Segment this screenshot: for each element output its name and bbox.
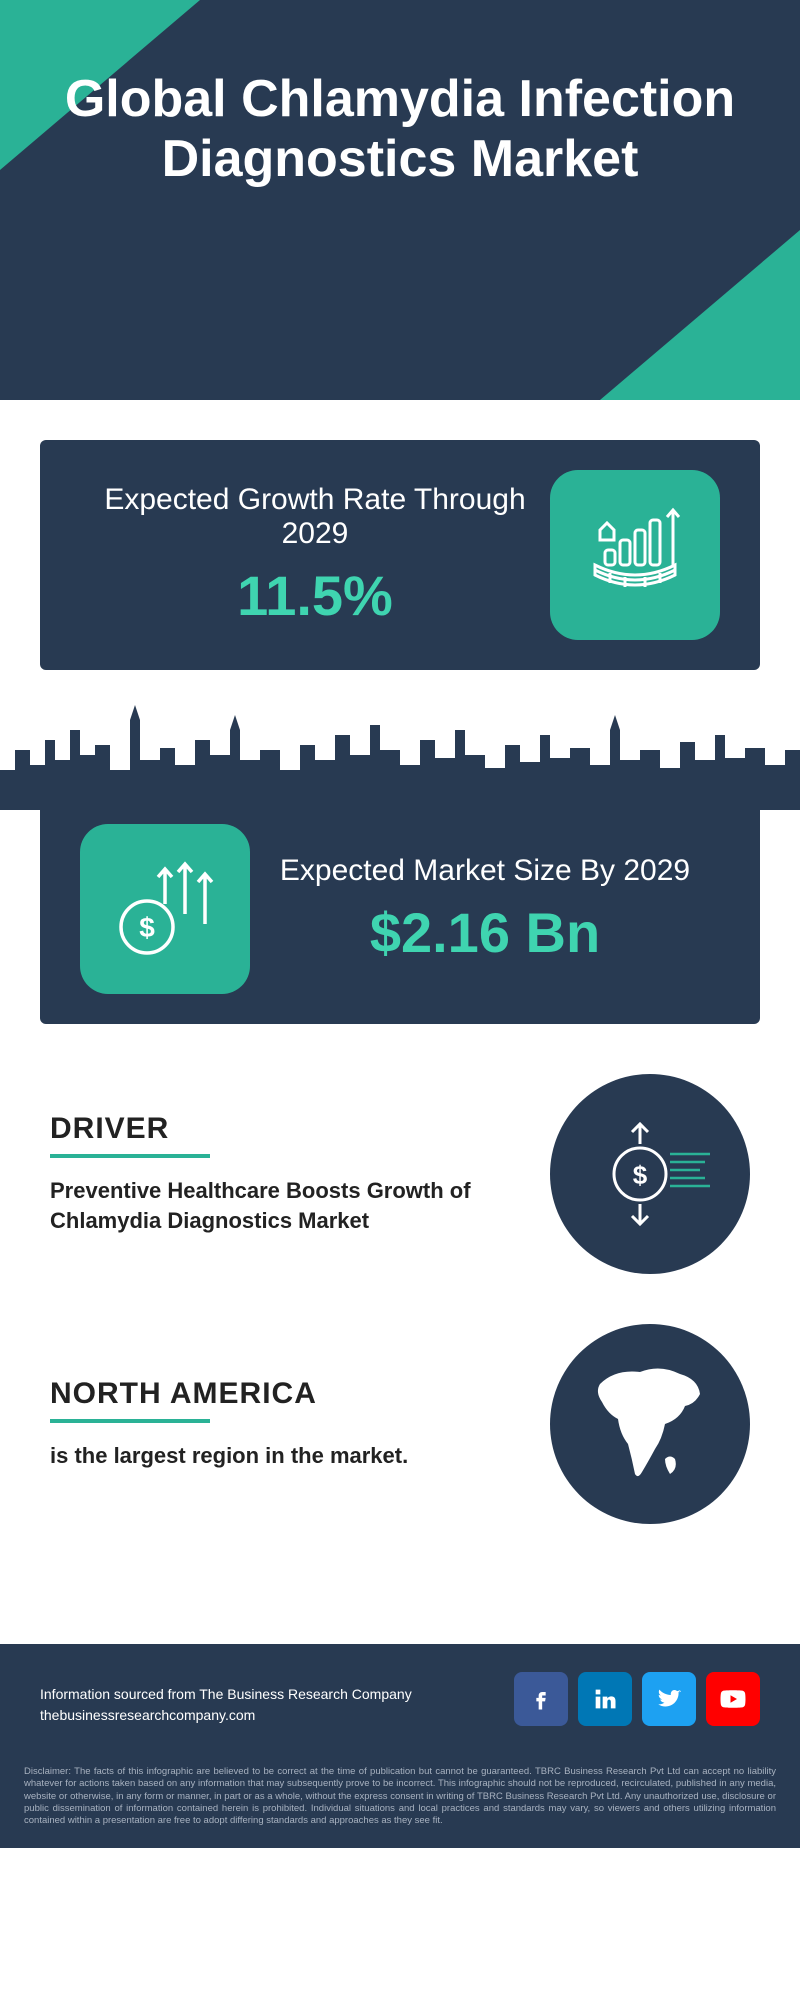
driver-text: Preventive Healthcare Boosts Growth of C…: [50, 1176, 520, 1235]
driver-section: DRIVER Preventive Healthcare Boosts Grow…: [50, 1074, 750, 1274]
growth-rate-band: Expected Growth Rate Through 2029 11.5%: [40, 440, 760, 670]
svg-text:$: $: [139, 912, 155, 943]
driver-icon: $: [550, 1074, 750, 1274]
region-rule: [50, 1419, 210, 1423]
footer-url: thebusinessresearchcompany.com: [40, 1705, 412, 1726]
hero-banner: Global Chlamydia Infection Diagnostics M…: [0, 0, 800, 400]
footer-source: Information sourced from The Business Re…: [40, 1684, 412, 1705]
region-icon: [550, 1324, 750, 1524]
growth-icon: [550, 470, 720, 640]
market-size-band: $ Expected Market Size By 2029 $2.16 Bn: [40, 794, 760, 1024]
growth-value: 11.5%: [80, 563, 550, 628]
market-size-value: $2.16 Bn: [250, 900, 720, 965]
region-text: is the largest region in the market.: [50, 1441, 520, 1471]
region-heading: NORTH AMERICA: [50, 1377, 520, 1411]
market-size-label: Expected Market Size By 2029: [250, 854, 720, 888]
linkedin-icon[interactable]: [578, 1672, 632, 1726]
youtube-icon[interactable]: [706, 1672, 760, 1726]
region-section: NORTH AMERICA is the largest region in t…: [50, 1324, 750, 1524]
svg-text:$: $: [633, 1160, 648, 1190]
page-title: Global Chlamydia Infection Diagnostics M…: [0, 0, 800, 190]
disclaimer-text: Disclaimer: The facts of this infographi…: [0, 1754, 800, 1848]
social-icons: [514, 1672, 760, 1726]
driver-rule: [50, 1154, 210, 1158]
growth-label: Expected Growth Rate Through 2029: [80, 483, 550, 551]
hero-triangle-right: [600, 230, 800, 400]
twitter-icon[interactable]: [642, 1672, 696, 1726]
skyline-decoration: [0, 680, 800, 800]
market-size-icon: $: [80, 824, 250, 994]
spacer: [0, 400, 800, 440]
driver-heading: DRIVER: [50, 1112, 520, 1146]
footer: Information sourced from The Business Re…: [0, 1644, 800, 1754]
facebook-icon[interactable]: [514, 1672, 568, 1726]
